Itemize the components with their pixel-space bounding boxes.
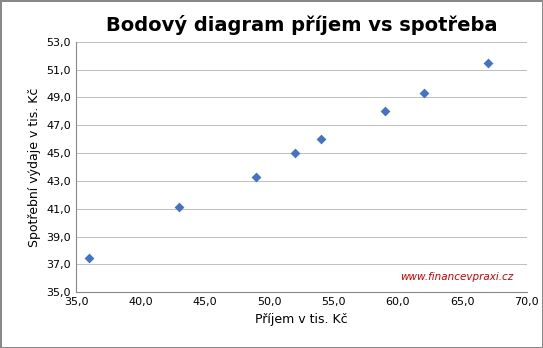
Point	[291, 150, 299, 156]
Text: www.financevpraxi.cz: www.financevpraxi.cz	[400, 272, 513, 282]
Point	[484, 60, 493, 65]
Point	[252, 174, 261, 180]
X-axis label: Příjem v tis. Kč: Příjem v tis. Kč	[255, 313, 348, 326]
Point	[317, 136, 325, 142]
Title: Bodový diagram příjem vs spotřeba: Bodový diagram příjem vs spotřeba	[106, 15, 497, 35]
Point	[419, 90, 428, 96]
Point	[175, 205, 184, 210]
Point	[381, 109, 389, 114]
Point	[85, 255, 93, 260]
Y-axis label: Spotřební výdaje v tis. Kč: Spotřební výdaje v tis. Kč	[28, 87, 41, 247]
